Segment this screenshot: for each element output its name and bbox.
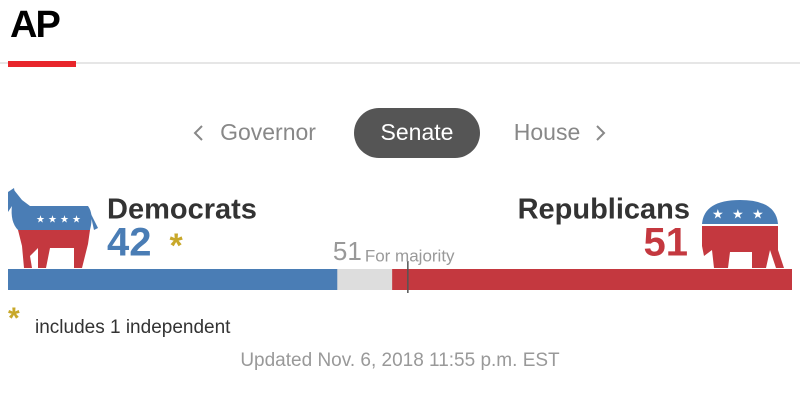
party-name: Democrats <box>107 194 257 226</box>
party-name: Republicans <box>518 194 690 226</box>
svg-text:★: ★ <box>712 206 724 221</box>
prev-arrow[interactable] <box>193 125 203 141</box>
svg-text:★: ★ <box>60 215 69 226</box>
party-seats: 42 <box>107 221 152 265</box>
party-seats: 51 <box>644 221 689 265</box>
bar-segment <box>8 269 338 290</box>
majority-value: 51 <box>333 236 362 266</box>
updated-time: Updated Nov. 6, 2018 11:55 p.m. EST <box>240 350 560 371</box>
next-arrow[interactable] <box>596 125 606 141</box>
tabs: Governor Senate House <box>220 108 580 158</box>
footnote-marker: * <box>8 302 20 335</box>
bar-segment <box>392 269 792 290</box>
tab-label[interactable]: Senate <box>381 119 454 145</box>
svg-text:★: ★ <box>48 215 57 226</box>
svg-text:★: ★ <box>752 206 764 221</box>
tab-label[interactable]: Governor <box>220 119 316 145</box>
svg-text:★: ★ <box>36 215 45 226</box>
logo-underline <box>8 61 76 67</box>
donkey-icon: ★ ★ ★ ★ <box>8 188 98 268</box>
footnote-text: includes 1 independent <box>35 317 231 338</box>
svg-text:★: ★ <box>72 215 81 226</box>
elephant-icon: ★ ★ ★ <box>702 200 784 268</box>
tab-pill[interactable] <box>354 108 480 158</box>
tab-label[interactable]: House <box>514 119 580 145</box>
note-marker: * <box>170 227 184 265</box>
majority-label: For majority <box>365 246 455 265</box>
logo[interactable]: AP <box>10 4 62 46</box>
svg-text:★: ★ <box>732 206 744 221</box>
